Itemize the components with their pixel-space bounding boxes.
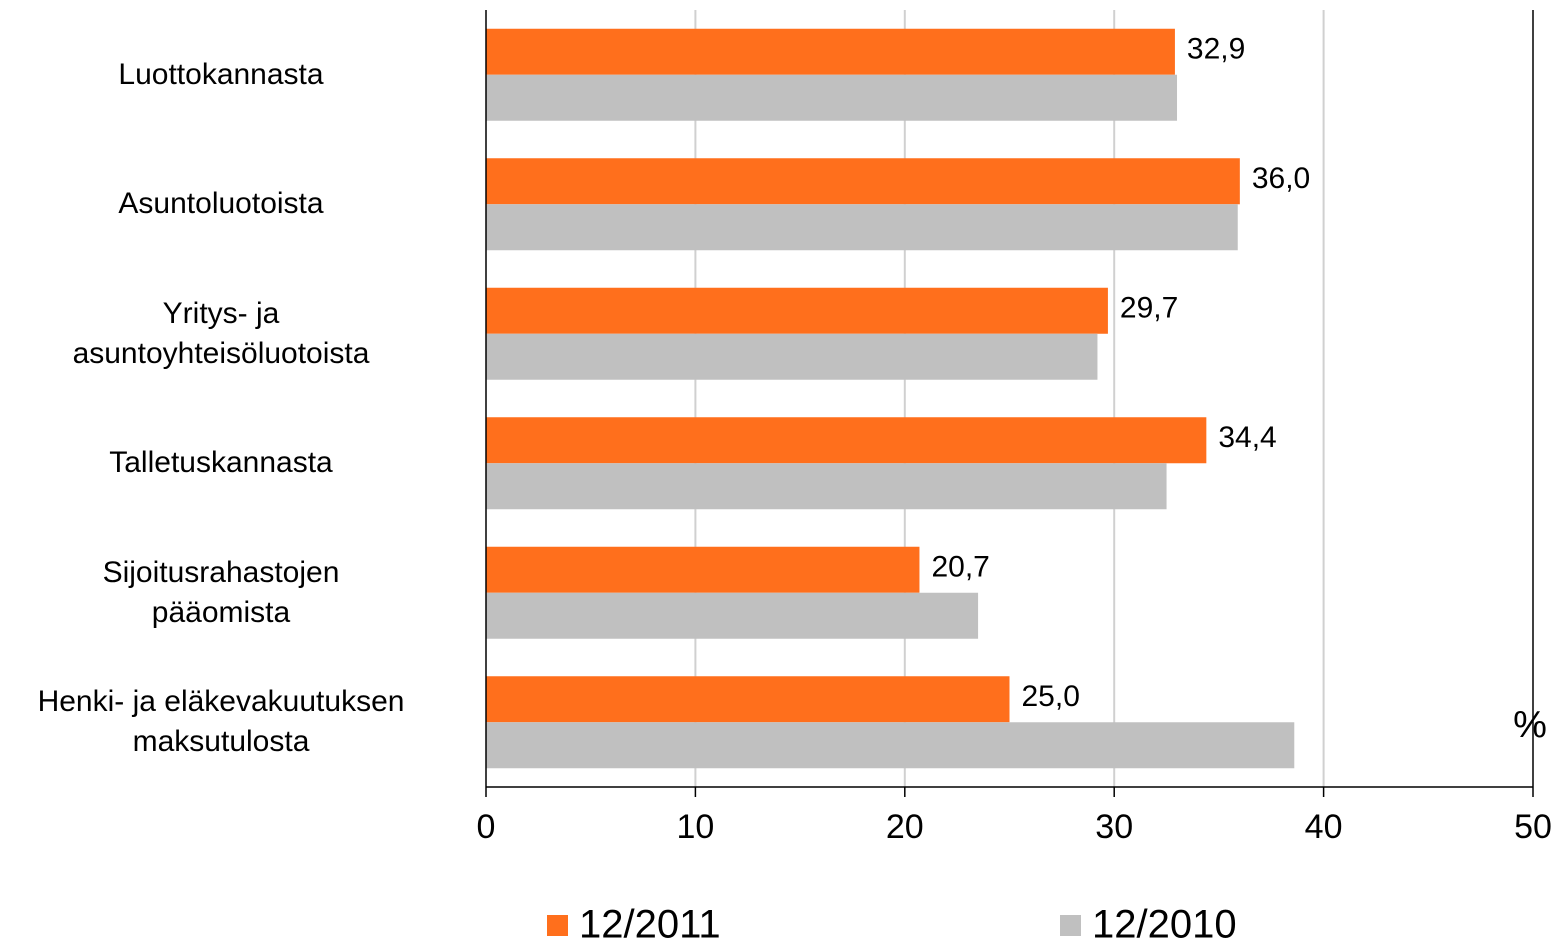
bar (486, 417, 1207, 464)
x-tick-label: 50 (1514, 808, 1552, 846)
bar (486, 158, 1240, 205)
x-tick-label: 30 (1095, 808, 1133, 846)
data-label: 32,9 (1187, 33, 1245, 66)
category-label: Yritys- ja asuntoyhteisöluotoista (72, 296, 370, 370)
x-tick-label: 20 (886, 808, 924, 846)
category-label: Talletuskannasta (109, 446, 333, 480)
bar (486, 333, 1098, 380)
legend-label: 12/2011 (579, 903, 721, 947)
bar (486, 676, 1010, 723)
data-label: 20,7 (931, 551, 989, 584)
category-label: Henki- ja eläkevakuutuksen maksutulosta (37, 685, 405, 759)
bar (486, 722, 1295, 769)
bar (486, 287, 1108, 334)
category-label: Luottokannasta (118, 57, 324, 91)
legend-swatch (1060, 915, 1081, 936)
data-label: 29,7 (1120, 292, 1178, 325)
bar (486, 28, 1175, 75)
legend-swatch (547, 915, 568, 936)
x-tick-label: 40 (1305, 808, 1343, 846)
legend-label: 12/2010 (1092, 903, 1237, 947)
category-label: Sijoitusrahastojen pääomista (102, 555, 340, 629)
bar (486, 592, 979, 639)
bar (486, 463, 1167, 510)
bar (486, 74, 1178, 121)
x-tick-label: 10 (676, 808, 714, 846)
data-label: 25,0 (1022, 680, 1080, 713)
bar (486, 546, 920, 593)
bar (486, 204, 1238, 251)
category-label: Asuntoluotoista (118, 187, 324, 221)
data-label: 36,0 (1252, 162, 1310, 195)
data-label: 34,4 (1218, 421, 1276, 454)
x-axis-label: % (1513, 704, 1547, 746)
x-tick-label: 0 (477, 808, 496, 846)
